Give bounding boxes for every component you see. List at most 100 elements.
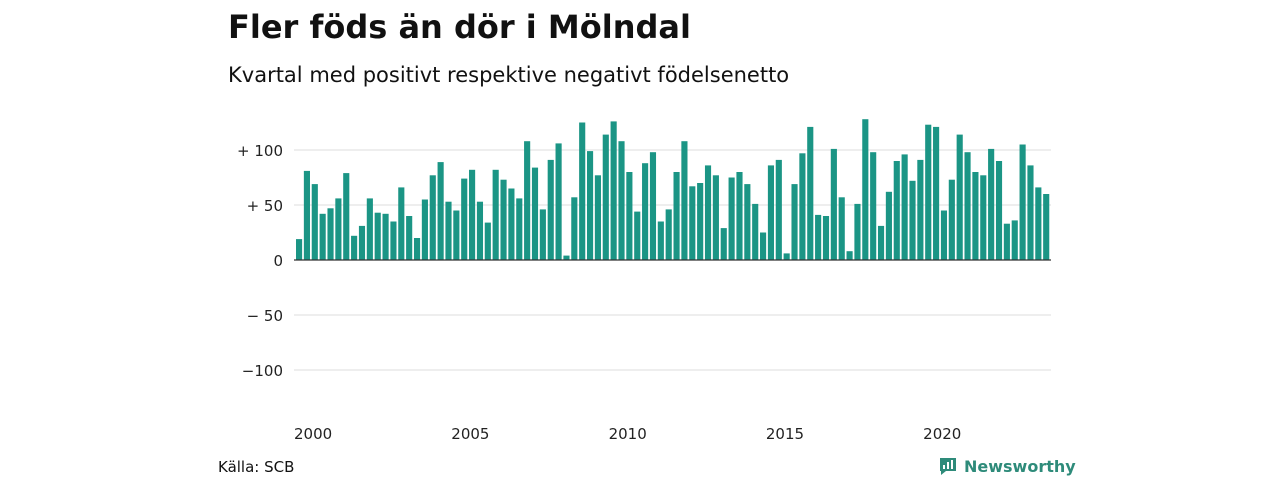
bar xyxy=(500,179,507,260)
bar xyxy=(791,184,798,260)
bar xyxy=(539,209,546,260)
bar xyxy=(398,187,405,260)
bar xyxy=(524,141,531,260)
bar xyxy=(618,141,625,260)
bar xyxy=(744,184,751,260)
bar xyxy=(296,239,303,260)
bar xyxy=(366,198,373,260)
bar xyxy=(327,208,334,260)
bar xyxy=(964,152,971,260)
bar xyxy=(925,124,932,260)
bar xyxy=(374,212,381,260)
bar xyxy=(335,198,342,260)
x-tick-label: 2015 xyxy=(766,425,804,443)
bar xyxy=(484,222,491,260)
newsworthy-brand: Newsworthy xyxy=(938,456,1076,476)
bar xyxy=(673,172,680,260)
bar xyxy=(948,179,955,260)
bar xyxy=(697,183,704,260)
bar xyxy=(382,213,389,260)
bar xyxy=(469,169,476,260)
bar xyxy=(555,143,562,260)
axes: + 100 + 50 0 − 50 −100 2000 2005 2010 2015 2020 xyxy=(237,142,1051,443)
bar xyxy=(1019,144,1026,260)
bar xyxy=(815,214,822,260)
bar xyxy=(846,251,853,260)
x-tick-label: 2005 xyxy=(451,425,489,443)
bar xyxy=(461,178,468,260)
y-tick-label: + 50 xyxy=(247,197,283,215)
bar xyxy=(406,216,413,260)
bar xyxy=(626,172,633,260)
bar xyxy=(437,162,444,260)
bar xyxy=(909,180,916,260)
bar xyxy=(988,148,995,260)
bar xyxy=(877,225,885,260)
bar xyxy=(728,177,735,260)
bar xyxy=(704,165,712,260)
bar xyxy=(610,121,617,261)
bar xyxy=(980,175,987,260)
bar xyxy=(311,184,318,260)
x-tick-label: 2000 xyxy=(294,425,332,443)
bar xyxy=(547,159,554,260)
bar xyxy=(885,191,892,260)
bar xyxy=(940,210,948,260)
y-tick-label: −100 xyxy=(242,362,283,380)
bar xyxy=(893,161,900,260)
bar xyxy=(862,119,869,260)
bar xyxy=(956,134,963,260)
bar xyxy=(1027,165,1034,260)
bar xyxy=(917,159,924,260)
bar xyxy=(563,255,570,260)
bar xyxy=(642,163,649,260)
bar xyxy=(736,172,743,260)
bar xyxy=(358,225,366,260)
bar xyxy=(775,159,782,260)
bar xyxy=(665,209,672,260)
bar xyxy=(807,126,814,261)
bar xyxy=(870,152,877,260)
brand-name: Newsworthy xyxy=(964,456,1076,476)
grid-lines xyxy=(294,149,1051,371)
source-note: Källa: SCB xyxy=(218,458,295,476)
bar xyxy=(351,235,358,260)
bar xyxy=(822,216,830,260)
bar xyxy=(1035,187,1042,260)
bar xyxy=(421,199,428,260)
bar xyxy=(476,201,484,260)
bar xyxy=(649,152,657,260)
bar xyxy=(303,170,310,260)
bar xyxy=(995,161,1003,260)
bar xyxy=(531,167,539,260)
bar xyxy=(838,197,845,260)
bar xyxy=(343,173,350,260)
bar xyxy=(712,175,719,260)
chart-title: Fler föds än dör i Mölndal xyxy=(228,8,691,46)
bar xyxy=(508,188,515,260)
bar xyxy=(783,253,790,260)
bar xyxy=(933,126,940,261)
bar xyxy=(579,122,586,260)
newsworthy-logo-icon xyxy=(940,458,956,475)
bar xyxy=(413,238,421,260)
bar-series xyxy=(296,119,1050,261)
bar xyxy=(689,186,696,260)
bar xyxy=(657,221,664,260)
bar xyxy=(492,169,499,260)
bar xyxy=(634,211,641,260)
bar xyxy=(972,172,979,260)
bar xyxy=(681,141,688,260)
bar xyxy=(799,153,806,260)
bar xyxy=(830,148,837,260)
bar xyxy=(752,203,759,260)
bar xyxy=(854,203,861,260)
bar xyxy=(760,232,767,260)
bar xyxy=(319,213,326,260)
bar xyxy=(720,228,727,260)
bar xyxy=(516,198,523,260)
bar-chart: + 100 + 50 0 − 50 −100 2000 2005 2010 2015 2020 xyxy=(237,119,1051,443)
bar xyxy=(1043,194,1050,260)
bar xyxy=(594,175,601,260)
chart-subtitle: Kvartal med positivt respektive negativt… xyxy=(228,63,790,87)
